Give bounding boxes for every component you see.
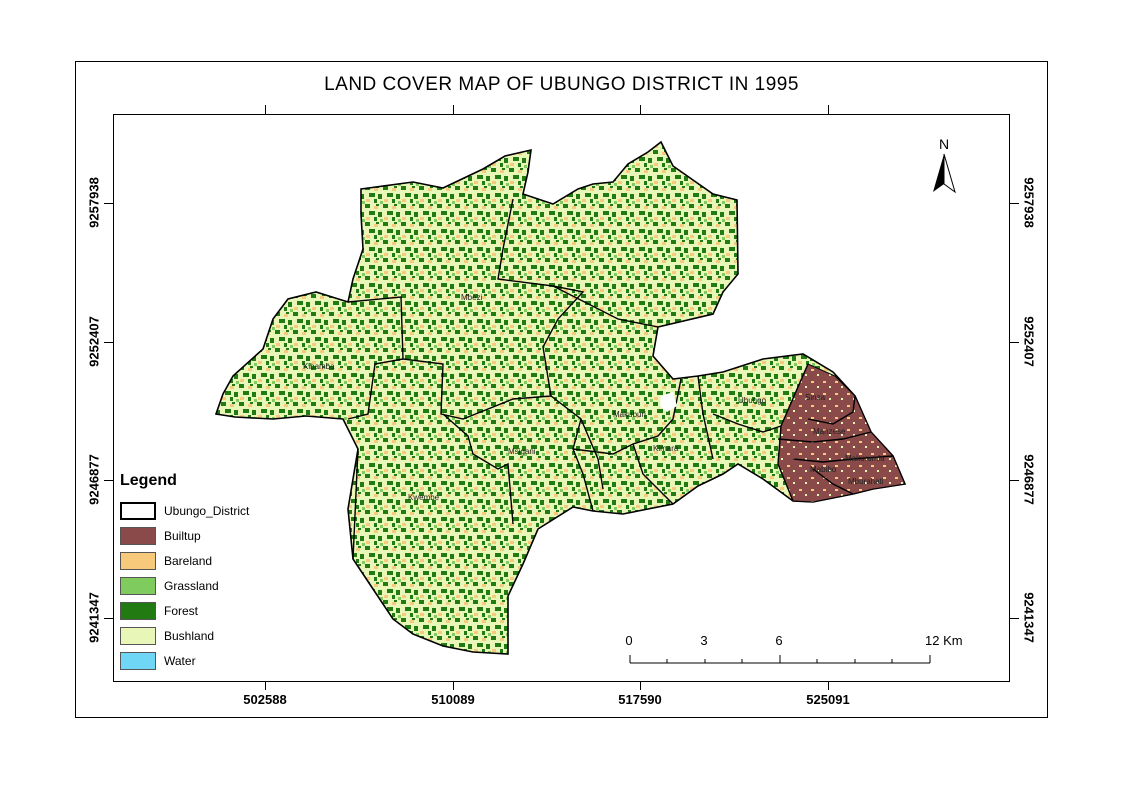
tick-bottom	[640, 682, 641, 690]
y-coordinate-label-right: 9241347	[1021, 592, 1037, 643]
legend-label: Bushland	[164, 628, 215, 643]
tick-top	[640, 105, 641, 114]
legend-swatch	[120, 526, 156, 545]
y-coordinate-label-left: 9252407	[86, 316, 102, 367]
scale-bar-line	[629, 655, 931, 664]
x-coordinate-label: 525091	[806, 692, 850, 707]
tick-top	[828, 105, 829, 114]
legend-swatch	[120, 576, 156, 595]
tick-right	[1010, 480, 1019, 481]
place-label-kibamba: Kibamba	[303, 362, 335, 371]
legend-item: Bareland	[120, 548, 249, 573]
legend-item: Grassland	[120, 573, 249, 598]
tick-left	[104, 480, 113, 481]
y-coordinate-label-left: 9257938	[86, 177, 102, 228]
y-coordinate-label-left: 9241347	[86, 592, 102, 643]
legend-item: Forest	[120, 598, 249, 623]
y-coordinate-label-right: 9252407	[1021, 316, 1037, 367]
tick-left	[104, 203, 113, 204]
scale-bar: 0 3 6 12 Km	[625, 633, 963, 673]
legend-label: Bareland	[164, 553, 213, 568]
legend-swatch	[120, 626, 156, 645]
scale-label: 0	[625, 633, 633, 648]
north-arrow: N	[926, 136, 962, 199]
no-data-patch	[660, 392, 677, 412]
tick-right	[1010, 618, 1019, 619]
legend-item: Water	[120, 648, 249, 673]
legend-label: Water	[164, 653, 196, 668]
tick-bottom	[453, 682, 454, 690]
district-boundary	[214, 140, 907, 655]
legend-label: Builtup	[164, 528, 201, 543]
legend-label: Forest	[164, 603, 199, 618]
north-letter: N	[938, 136, 950, 152]
scale-label: 12 Km	[925, 633, 963, 648]
place-label-mburahati: Mburahati	[848, 477, 884, 486]
tick-left	[104, 618, 113, 619]
place-label-sinza: Sinza	[805, 393, 826, 402]
x-coordinate-label: 502588	[243, 692, 287, 707]
place-label-makurumla: Makurumla	[845, 454, 885, 463]
place-label-kimara: Kimara	[653, 444, 679, 453]
place-label-msigani: Msigani	[508, 447, 536, 456]
tick-left	[104, 342, 113, 343]
ward-boundaries	[347, 198, 894, 560]
legend-label: Ubungo_District	[164, 503, 250, 518]
legend: Legend Ubungo_District Builtup Bareland Gra…	[120, 472, 249, 673]
place-label-ubungo: Ubungo	[738, 396, 767, 405]
scale-label: 6	[775, 633, 783, 648]
legend-title: Legend	[120, 472, 177, 489]
place-label-makuburi: Makuburi	[613, 410, 646, 419]
tick-bottom	[828, 682, 829, 690]
legend-swatch	[120, 501, 156, 520]
tick-top	[453, 105, 454, 114]
legend-item: Builtup	[120, 523, 249, 548]
x-coordinate-label: 510089	[431, 692, 475, 707]
legend-swatch	[120, 601, 156, 620]
tick-right	[1010, 203, 1019, 204]
y-coordinate-label-right: 9246877	[1021, 454, 1037, 505]
outer-frame	[75, 61, 1048, 718]
tick-right	[1010, 342, 1019, 343]
north-arrow-icon	[933, 153, 956, 194]
y-coordinate-label-left: 9246877	[86, 454, 102, 505]
legend-label: Grassland	[164, 578, 219, 593]
place-label-mbezi: Mbezi	[461, 293, 483, 302]
place-label-manzese: Manzese	[813, 427, 846, 436]
place-label-kwembe: Kwembe	[408, 493, 440, 502]
y-coordinate-label-right: 9257938	[1021, 177, 1037, 228]
tick-bottom	[265, 682, 266, 690]
legend-item: Bushland	[120, 623, 249, 648]
legend-swatch	[120, 651, 156, 670]
tick-top	[265, 105, 266, 114]
x-coordinate-label: 517590	[618, 692, 662, 707]
place-label-mabibo: Mabibo	[810, 465, 837, 474]
scale-label: 3	[700, 633, 708, 648]
legend-item: Ubungo_District	[120, 498, 249, 523]
map-title: LAND COVER MAP OF UBUNGO DISTRICT IN 199…	[324, 74, 799, 95]
legend-swatch	[120, 551, 156, 570]
map-canvas: Mbezi Kwembe Msigani Kibamba Makuburi Ki…	[214, 140, 907, 655]
